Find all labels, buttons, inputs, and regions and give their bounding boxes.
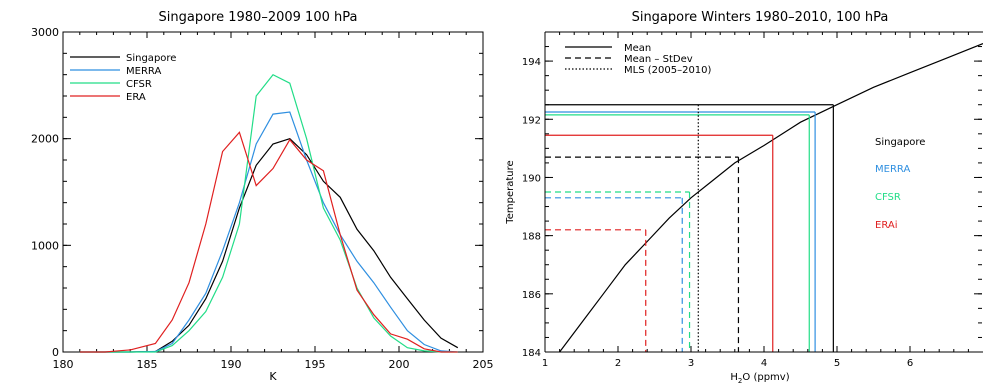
left-y-tick-label: 0 — [52, 346, 59, 359]
right-plot-lines — [545, 43, 983, 353]
left-legend-label: MERRA — [126, 66, 161, 77]
right-x-tick-label: 2 — [615, 358, 621, 369]
right-y-tick-label: 192 — [522, 115, 541, 126]
right-x-axis-label: H2O (ppmv) — [730, 372, 789, 383]
right-x-ticks: 1 2 3 4 5 6 — [542, 32, 969, 369]
right-x-tick-label: 5 — [834, 358, 840, 369]
left-x-tick-label: 190 — [221, 358, 242, 371]
left-plot-frame — [62, 31, 484, 353]
right-annotation-merra: MERRA — [875, 164, 910, 175]
left-series-line-cfsr — [79, 73, 458, 353]
left-series-lines — [79, 73, 459, 353]
left-y-tick-label: 2000 — [31, 133, 59, 146]
right-x-tick-label: 1 — [542, 358, 548, 369]
left-legend-label: Singapore — [126, 53, 176, 64]
left-legend-label: ERA — [126, 92, 146, 103]
right-annotation-erai: ERAi — [875, 220, 897, 231]
left-x-tick-label: 195 — [305, 358, 326, 371]
left-legend: Singapore MERRA CFSR ERA — [70, 53, 176, 103]
left-legend-label: CFSR — [126, 79, 152, 90]
right-x-axis-label-main: H — [730, 372, 738, 383]
left-x-tick-label: 180 — [53, 358, 74, 371]
right-annotation-singapore: Singapore — [875, 137, 925, 148]
right-chart-title: Singapore Winters 1980–2010, 100 hPa — [632, 10, 889, 25]
right-legend-label: Mean – StDev — [624, 54, 693, 65]
right-x-tick-label: 4 — [761, 358, 767, 369]
left-chart: Singapore 1980–2009 100 hPa 180 185 190 195… — [31, 10, 494, 383]
right-legend-label: MLS (2005–2010) — [624, 65, 712, 76]
left-x-tick-label: 185 — [137, 358, 158, 371]
left-x-tick-label: 205 — [473, 358, 494, 371]
right-x-axis-label-subscript: 2 — [738, 377, 742, 383]
saturation-curve — [559, 43, 983, 353]
right-legend-label: Mean — [624, 43, 651, 54]
right-x-tick-label: 3 — [688, 358, 694, 369]
right-chart: Singapore Winters 1980–2010, 100 hPa 1 2 3… — [505, 10, 983, 383]
right-annotation-cfsr: CFSR — [875, 192, 901, 203]
right-y-axis-label: Temperature — [505, 160, 516, 224]
right-y-tick-label: 186 — [522, 290, 541, 301]
left-series-line-merra — [79, 111, 458, 353]
left-series-line-era — [79, 131, 458, 353]
right-y-tick-label: 194 — [522, 57, 541, 68]
right-annotations: Singapore MERRA CFSR ERAi — [875, 137, 925, 231]
right-y-tick-label: 188 — [522, 232, 541, 243]
left-x-axis-label: K — [269, 370, 277, 383]
left-y-ticks: 0 1000 2000 3000 — [31, 26, 483, 359]
left-y-tick-label: 3000 — [31, 26, 59, 39]
left-y-tick-label: 1000 — [31, 239, 59, 252]
right-y-tick-label: 184 — [522, 348, 541, 359]
right-y-tick-label: 190 — [522, 173, 541, 184]
left-x-tick-label: 200 — [389, 358, 410, 371]
left-series-line-singapore — [79, 138, 459, 353]
left-chart-title: Singapore 1980–2009 100 hPa — [159, 10, 358, 25]
right-x-tick-label: 6 — [907, 358, 913, 369]
right-x-axis-label-rest: O (ppmv) — [742, 372, 789, 383]
